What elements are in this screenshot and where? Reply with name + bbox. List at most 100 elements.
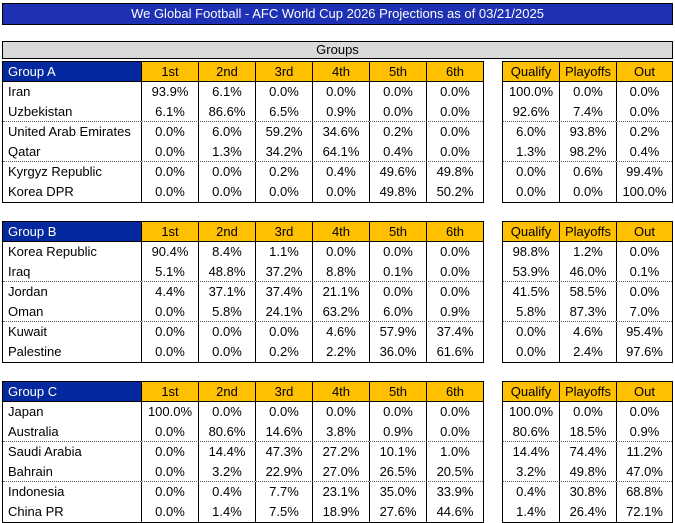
outcome-probability-cell: 14.4% [512,444,550,459]
outcome-header: Playoffs [559,382,616,401]
table-row: Kuwait 0.0% 0.0% 0.0% 4.6% 57.9% 37.4% [3,322,483,342]
table-gap [484,381,502,523]
outcome-probability-cell: 18.5% [559,422,616,441]
outcome-probability-cell: 0.2% [616,122,672,142]
position-probability-cell: 0.0% [426,282,483,302]
table-row: 98.8% 1.2% 0.0% [503,242,672,262]
outcome-probability-cell: 0.0% [516,184,546,199]
outcome-probability-cell: 49.8% [559,462,616,481]
positions-header-row: Group C 1st 2nd 3rd 4th 5th 6th [3,382,483,402]
outcome-probability-cell: 0.9% [616,422,672,441]
position-probability-cell: 10.1% [369,442,426,462]
table-row: 0.0% 4.6% 95.4% [503,322,672,342]
table-row: 100.0% 0.0% 0.0% [503,82,672,102]
table-row: Iraq 5.1% 48.8% 37.2% 8.8% 0.1% 0.0% [3,262,483,282]
position-probability-cell: 0.0% [426,422,483,441]
position-probability-cell: 6.1% [198,82,255,102]
position-probability-cell: 0.0% [141,142,198,161]
outcome-probability-cell: 7.4% [559,102,616,121]
outcomes-header-row: Qualify Playoffs Out [503,222,672,242]
table-row: 53.9% 46.0% 0.1% [503,262,672,282]
team-name: Bahrain [8,464,53,479]
table-row: 3.2% 49.8% 47.0% [503,462,672,482]
position-probability-cell: 0.0% [369,402,426,422]
position-probability-cell: 0.0% [141,442,198,462]
team-name: Uzbekistan [8,104,73,119]
team-name: Jordan [8,284,48,299]
outcome-probability-cell: 6.0% [516,124,546,139]
position-probability-cell: 14.4% [198,442,255,462]
position-probability-cell: 0.1% [369,262,426,281]
table-row: 0.4% 30.8% 68.8% [503,482,672,502]
table-gap [484,61,502,203]
position-header: 2nd [198,382,255,401]
team-name: Australia [8,424,59,439]
position-probability-cell: 0.0% [426,242,483,262]
position-probability-cell: 0.0% [198,322,255,342]
position-probability-cell: 0.0% [141,502,198,522]
outcomes-header-row: Qualify Playoffs Out [503,62,672,82]
outcome-probability-cell: 1.4% [516,504,546,519]
table-row: 1.3% 98.2% 0.4% [503,142,672,162]
position-probability-cell: 24.1% [255,302,312,321]
position-probability-cell: 0.0% [369,282,426,302]
position-probability-cell: 20.5% [426,462,483,481]
table-row: 6.0% 93.8% 0.2% [503,122,672,142]
outcome-probability-cell: 72.1% [616,502,672,522]
position-probability-cell: 37.4% [426,322,483,342]
position-probability-cell: 6.0% [369,302,426,321]
outcome-probability-cell: 99.4% [616,162,672,182]
position-header: 3rd [255,62,312,81]
position-probability-cell: 26.5% [369,462,426,481]
team-name: China PR [8,504,64,519]
position-header: 1st [141,382,198,401]
position-probability-cell: 0.2% [255,342,312,362]
position-probability-cell: 50.2% [426,182,483,202]
position-probability-cell: 44.6% [426,502,483,522]
outcome-header: Out [616,222,672,241]
position-probability-cell: 1.4% [198,502,255,522]
position-probability-cell: 0.0% [141,342,198,362]
team-name: Japan [8,404,44,419]
position-probability-cell: 22.9% [255,462,312,481]
group-positions-table: Group C 1st 2nd 3rd 4th 5th 6th Japan 100.0% 0.0%… [2,381,484,523]
position-probability-cell: 0.0% [141,182,198,202]
position-probability-cell: 0.0% [426,122,483,142]
position-probability-cell: 49.8% [426,162,483,182]
table-row: 92.6% 7.4% 0.0% [503,102,672,122]
position-probability-cell: 0.0% [426,142,483,161]
outcomes-header-row: Qualify Playoffs Out [503,382,672,402]
positions-header-row: Group A 1st 2nd 3rd 4th 5th 6th [3,62,483,82]
position-probability-cell: 0.0% [198,162,255,182]
outcome-probability-cell: 98.2% [559,142,616,161]
position-probability-cell: 7.5% [255,502,312,522]
position-probability-cell: 0.0% [255,82,312,102]
position-header: 5th [369,62,426,81]
position-probability-cell: 37.2% [255,262,312,281]
outcome-header: Qualify [503,222,559,241]
table-row: 0.0% 2.4% 97.6% [503,342,672,362]
position-probability-cell: 0.9% [369,422,426,441]
position-probability-cell: 34.6% [312,122,369,142]
outcome-probability-cell: 46.0% [559,262,616,281]
outcome-probability-cell: 41.5% [512,284,550,299]
team-name: Palestine [8,344,62,359]
position-probability-cell: 34.2% [255,142,312,161]
position-probability-cell: 64.1% [312,142,369,161]
outcome-header: Playoffs [559,222,616,241]
outcome-probability-cell: 100.0% [508,404,554,419]
table-row: United Arab Emirates 0.0% 6.0% 59.2% 34.6% 0.… [3,122,483,142]
outcome-probability-cell: 0.0% [559,182,616,202]
position-header: 3rd [255,222,312,241]
position-probability-cell: 18.9% [312,502,369,522]
outcome-probability-cell: 53.9% [512,264,550,279]
section-header-groups: Groups [2,41,673,59]
outcome-probability-cell: 0.0% [559,402,616,422]
outcome-probability-cell: 0.0% [616,82,672,102]
table-row: Uzbekistan 6.1% 86.6% 6.5% 0.9% 0.0% 0.0% [3,102,483,122]
outcome-probability-cell: 47.0% [616,462,672,481]
outcome-header: Playoffs [559,62,616,81]
position-probability-cell: 0.0% [255,402,312,422]
position-probability-cell: 61.6% [426,342,483,362]
